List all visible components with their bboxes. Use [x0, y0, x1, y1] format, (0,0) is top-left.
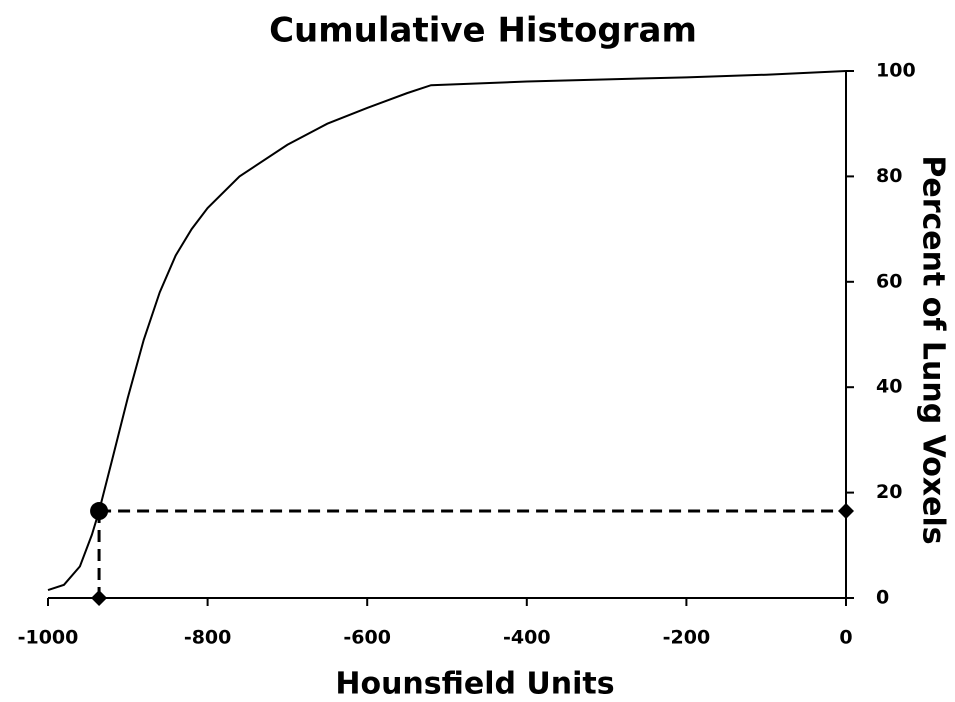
y-tick-label: 60: [876, 270, 902, 292]
y-tick-label: 0: [876, 587, 889, 609]
x-tick-label: -800: [184, 627, 232, 649]
x-axis-label: Hounsfield Units: [335, 667, 614, 702]
x-tick-label: -200: [663, 627, 711, 649]
x-tick-label: 0: [839, 627, 852, 649]
chart-title: Cumulative Histogram: [269, 11, 697, 51]
y-tick-label: 100: [876, 60, 916, 82]
x-tick-label: -400: [503, 627, 551, 649]
curve: [47, 70, 847, 592]
x-tick-label: -1000: [18, 627, 79, 649]
y-tick-label: 20: [876, 481, 902, 503]
y-tick-label: 80: [876, 165, 902, 187]
reference-x-marker: [91, 590, 108, 606]
y-axis-label: Percent of Lung Voxels: [916, 155, 951, 544]
x-tick-label: -600: [343, 627, 391, 649]
reference-y-marker: [838, 503, 854, 520]
y-tick-label: 40: [876, 376, 902, 398]
reference-point: [90, 502, 109, 521]
